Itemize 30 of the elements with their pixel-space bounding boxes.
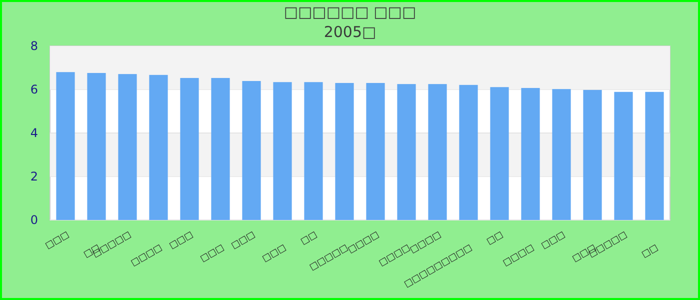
x-tick-label: □□ bbox=[299, 230, 319, 248]
chart-subtitle: 2005□ bbox=[324, 23, 376, 41]
bar bbox=[583, 90, 602, 220]
x-tick-label: □□ bbox=[640, 242, 660, 260]
bar bbox=[149, 74, 168, 220]
bar bbox=[645, 92, 664, 220]
y-tick-label: 6 bbox=[30, 82, 38, 97]
bar bbox=[552, 89, 571, 220]
bar bbox=[490, 87, 509, 220]
bar bbox=[304, 82, 323, 220]
bar bbox=[242, 81, 261, 220]
bar bbox=[366, 82, 385, 220]
bar bbox=[428, 84, 447, 220]
bar bbox=[211, 78, 230, 220]
bar bbox=[118, 74, 137, 220]
bar bbox=[397, 84, 416, 220]
bar bbox=[180, 78, 199, 220]
y-tick-label: 8 bbox=[30, 39, 38, 54]
bar bbox=[273, 82, 292, 220]
bar bbox=[614, 92, 633, 220]
bar bbox=[87, 72, 106, 220]
chart-title: □□□□□□ □□□ bbox=[284, 3, 416, 21]
bar bbox=[459, 84, 478, 220]
y-tick-label: 2 bbox=[30, 170, 38, 184]
x-tick-label: □□ bbox=[485, 230, 505, 248]
y-tick-label: 4 bbox=[30, 126, 38, 140]
bar bbox=[56, 72, 75, 220]
bar bbox=[521, 88, 540, 220]
bar bbox=[335, 82, 354, 220]
y-tick-label: 0 bbox=[30, 213, 38, 228]
